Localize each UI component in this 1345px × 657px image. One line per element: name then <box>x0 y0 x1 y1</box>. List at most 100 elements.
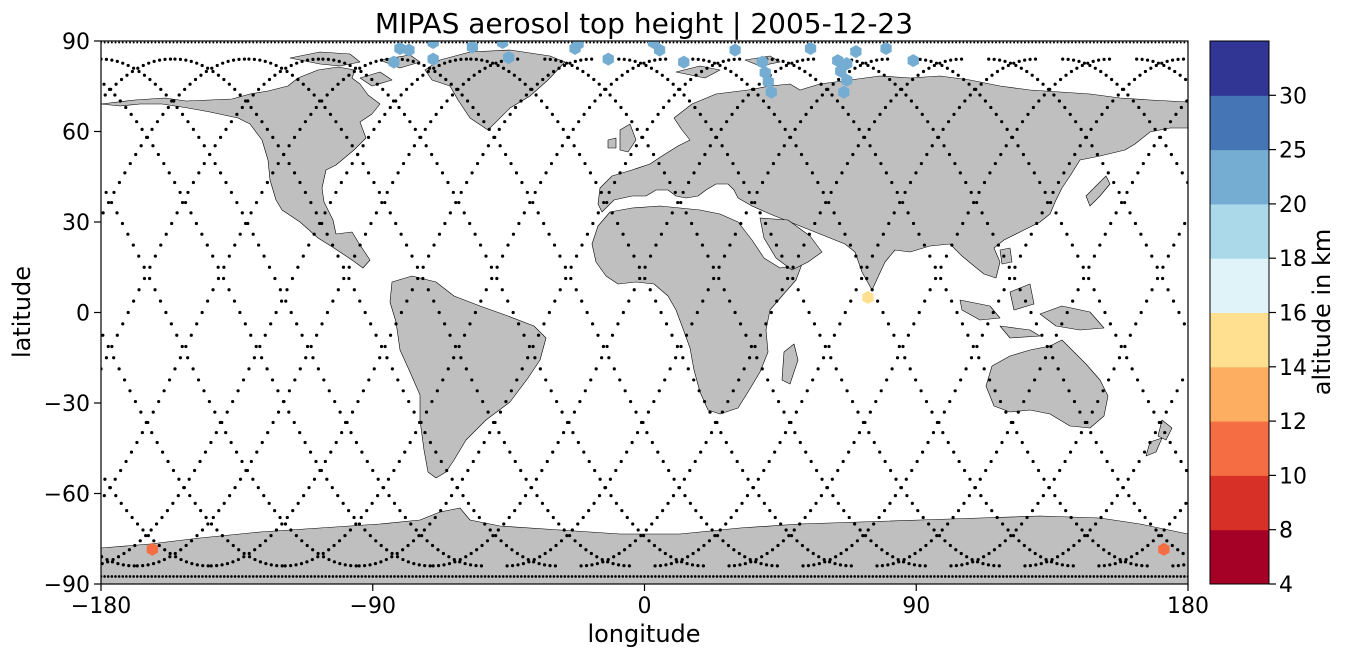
track-point <box>278 515 282 520</box>
track-point <box>285 515 289 520</box>
track-point <box>108 486 112 490</box>
track-point <box>801 58 805 62</box>
track-point <box>879 389 883 393</box>
track-point <box>1043 356 1048 360</box>
track-point <box>668 575 672 578</box>
track-point <box>399 310 404 315</box>
track-point <box>676 41 679 44</box>
track-point <box>377 190 381 195</box>
track-point <box>156 152 160 157</box>
track-point <box>162 557 167 562</box>
track-point <box>431 564 435 568</box>
track-point <box>830 477 834 481</box>
track-point <box>981 562 985 566</box>
track-point <box>988 171 992 175</box>
track-point <box>895 190 899 195</box>
track-point <box>587 459 591 464</box>
track-point <box>580 299 584 303</box>
track-point <box>712 575 715 578</box>
track-point <box>477 450 481 454</box>
track-point <box>1038 180 1042 185</box>
track-point <box>1078 41 1081 44</box>
track-point <box>576 440 580 445</box>
track-point <box>193 77 198 82</box>
y-tick-label: −60 <box>44 483 90 508</box>
track-point <box>395 555 400 559</box>
track-point <box>1137 459 1141 464</box>
track-point <box>568 534 572 538</box>
track-point <box>925 152 929 157</box>
track-point <box>184 58 188 62</box>
track-point <box>958 41 961 44</box>
track-point <box>539 180 543 185</box>
track-point <box>1056 180 1061 185</box>
track-point <box>521 562 526 566</box>
track-point <box>319 468 324 473</box>
track-point <box>303 440 307 445</box>
track-point <box>1005 41 1008 44</box>
track-point <box>917 232 921 236</box>
track-point <box>131 243 135 247</box>
track-point <box>349 564 353 568</box>
track-point <box>758 211 762 215</box>
track-point <box>1114 575 1117 578</box>
track-point <box>1134 563 1138 567</box>
track-point <box>135 564 139 568</box>
aerosol-point <box>466 41 478 54</box>
track-point <box>526 356 530 360</box>
track-point <box>926 120 930 124</box>
track-point <box>320 575 324 578</box>
track-point <box>326 57 330 61</box>
track-point <box>402 112 407 116</box>
track-point <box>246 99 250 103</box>
track-point <box>279 66 284 70</box>
track-point <box>410 288 414 292</box>
y-axis-label: latitude <box>8 266 36 358</box>
track-point <box>592 77 596 82</box>
track-point <box>1175 161 1179 166</box>
track-point <box>831 41 834 44</box>
track-point <box>295 61 299 65</box>
track-point <box>103 93 107 97</box>
track-point <box>523 41 526 44</box>
track-point <box>641 420 645 425</box>
track-point <box>732 57 736 61</box>
track-point <box>724 522 728 526</box>
track-point <box>554 543 558 548</box>
track-point <box>130 69 135 74</box>
track-point <box>114 82 118 86</box>
track-point <box>528 200 532 205</box>
track-point <box>823 560 827 564</box>
track-point <box>804 450 808 454</box>
track-point <box>596 211 600 215</box>
track-point <box>579 58 583 62</box>
aerosol-point <box>1158 542 1170 556</box>
track-point <box>564 61 569 65</box>
track-point <box>146 534 151 538</box>
track-point <box>1178 73 1182 77</box>
track-point <box>846 112 850 116</box>
track-point <box>927 522 931 526</box>
track-point <box>1074 440 1078 445</box>
track-point <box>459 57 463 61</box>
track-point <box>542 563 547 567</box>
track-point <box>670 211 674 215</box>
track-point <box>1091 539 1095 543</box>
track-point <box>455 87 459 91</box>
track-point <box>749 560 753 564</box>
track-point <box>240 211 244 215</box>
track-point <box>857 127 861 131</box>
track-point <box>621 575 625 578</box>
track-point <box>564 276 568 281</box>
track-point <box>866 528 870 532</box>
track-point <box>157 575 161 578</box>
track-point <box>190 575 193 578</box>
track-point <box>195 61 199 65</box>
track-point <box>727 564 731 568</box>
track-point <box>1031 459 1035 464</box>
track-point <box>293 378 297 382</box>
track-point <box>660 73 664 77</box>
track-point <box>273 509 277 513</box>
track-point <box>602 200 606 205</box>
track-point <box>896 575 900 578</box>
